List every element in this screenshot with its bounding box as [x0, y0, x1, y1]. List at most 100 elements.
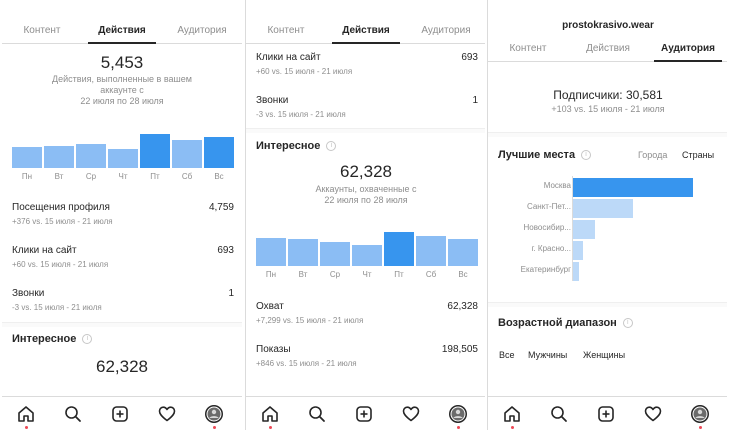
- stat-comparison: +846 vs. 15 июля - 21 июля: [256, 359, 357, 368]
- stat-reach[interactable]: Охват 62,328 +7,299 vs. 15 июля - 21 июля: [256, 301, 478, 325]
- chart-bar[interactable]: [108, 149, 138, 168]
- stat-calls[interactable]: Звонки 1 -3 vs. 15 июля - 21 июля: [256, 95, 478, 119]
- add-post-icon[interactable]: [354, 404, 374, 424]
- tab-audience[interactable]: Аудитория: [648, 36, 727, 62]
- profile-avatar[interactable]: [690, 404, 710, 424]
- heart-icon[interactable]: [157, 404, 177, 424]
- chart-bar[interactable]: [140, 134, 170, 168]
- heart-icon[interactable]: [643, 404, 663, 424]
- notification-dot: [456, 426, 460, 429]
- home-icon[interactable]: [260, 404, 280, 424]
- heart-icon[interactable]: [401, 404, 421, 424]
- location-bar: [573, 262, 579, 281]
- tab-audience[interactable]: Аудитория: [177, 25, 227, 36]
- info-icon[interactable]: i: [82, 334, 93, 344]
- stat-label: Клики на сайт: [256, 52, 321, 63]
- chart-bar[interactable]: [172, 140, 202, 168]
- actions-total: 5,453: [100, 53, 144, 72]
- profile-avatar[interactable]: [448, 404, 468, 424]
- age-range-title: Возрастной диапазон i: [498, 317, 633, 329]
- chart-day-label: Ср: [85, 172, 97, 181]
- chart-bar[interactable]: [384, 232, 414, 266]
- stat-website-clicks[interactable]: Клики на сайт 693 +60 vs. 15 июля - 21 ию…: [12, 245, 234, 269]
- chart-bar[interactable]: [256, 238, 286, 266]
- stat-website-clicks[interactable]: Клики на сайт 693 +60 vs. 15 июля - 21 ию…: [256, 52, 478, 76]
- section-divider: [488, 132, 727, 137]
- stat-label: Охват: [256, 301, 284, 312]
- chart-bar[interactable]: [44, 146, 74, 168]
- search-icon[interactable]: [307, 404, 327, 424]
- tab-actions[interactable]: Действия: [82, 18, 162, 44]
- section-divider: [2, 322, 242, 327]
- discovery-caption: Аккаунты, охваченные с 22 июля по 28 июл…: [266, 184, 466, 206]
- stat-calls[interactable]: Звонки 1 -3 vs. 15 июля - 21 июля: [12, 288, 234, 312]
- locations-tab-countries[interactable]: Страны: [682, 150, 715, 160]
- location-row: Новосибир...: [498, 218, 718, 239]
- tab-content[interactable]: Контент: [509, 43, 547, 54]
- account-name: prostokrasivo.wear: [562, 20, 654, 31]
- chart-day-label: Чт: [362, 270, 372, 279]
- phone-screen-discovery: Контент Действия Аудитория Клики на сайт…: [245, 0, 485, 430]
- stat-comparison: +376 vs. 15 июля - 21 июля: [12, 217, 113, 226]
- location-row: Санкт-Пет...: [498, 197, 718, 218]
- info-icon[interactable]: i: [581, 150, 592, 160]
- stat-profile-visits[interactable]: Посещения профиля 4,759 +376 vs. 15 июля …: [12, 202, 234, 226]
- info-icon[interactable]: i: [622, 318, 633, 328]
- chart-day-label: Вс: [458, 270, 468, 279]
- search-icon[interactable]: [549, 404, 569, 424]
- stat-label: Посещения профиля: [12, 202, 110, 213]
- stat-value: 1: [472, 95, 478, 106]
- chart-axis-line: [572, 260, 573, 281]
- chart-day-label: Пт: [150, 172, 160, 181]
- notification-dot: [268, 426, 272, 429]
- location-bar: [573, 241, 583, 260]
- stat-comparison: +60 vs. 15 июля - 21 июля: [256, 67, 353, 76]
- tab-actions[interactable]: Действия: [326, 18, 406, 44]
- tab-content[interactable]: Контент: [267, 25, 305, 36]
- notification-dot: [24, 426, 28, 429]
- home-icon[interactable]: [16, 404, 36, 424]
- chart-bar[interactable]: [76, 144, 106, 168]
- location-row: Екатеринбург: [498, 260, 718, 281]
- stat-comparison: +60 vs. 15 июля - 21 июля: [12, 260, 109, 269]
- tab-actions[interactable]: Действия: [586, 43, 630, 54]
- stat-impressions[interactable]: Показы 198,505 +846 vs. 15 июля - 21 июля: [256, 344, 478, 368]
- chart-bar[interactable]: [288, 239, 318, 266]
- stat-label: Клики на сайт: [12, 245, 77, 256]
- info-icon[interactable]: i: [326, 141, 337, 151]
- stat-label: Звонки: [256, 95, 289, 106]
- caption-line: аккаунте с: [100, 85, 144, 95]
- locations-tab-cities[interactable]: Города: [638, 150, 668, 160]
- discovery-section-title: Интересное i: [12, 333, 93, 345]
- chart-bar[interactable]: [320, 242, 350, 266]
- add-post-icon[interactable]: [596, 404, 616, 424]
- caption-line: Аккаунты, охваченные с: [315, 184, 417, 194]
- age-tab-women[interactable]: Женщины: [583, 350, 626, 360]
- chart-day-label: Сб: [181, 172, 193, 181]
- location-label: Екатеринбург: [520, 265, 571, 274]
- age-tab-men[interactable]: Мужчины: [528, 350, 568, 360]
- add-post-icon[interactable]: [110, 404, 130, 424]
- chart-day-label: Пн: [21, 172, 33, 181]
- home-icon[interactable]: [502, 404, 522, 424]
- chart-day-label: Чт: [118, 172, 128, 181]
- chart-bar[interactable]: [448, 239, 478, 266]
- bottom-navigation: [2, 396, 242, 430]
- stat-value: 62,328: [447, 301, 478, 312]
- chart-bar[interactable]: [12, 147, 42, 168]
- insights-tabs: Контент Действия Аудитория: [2, 18, 242, 44]
- section-divider: [246, 128, 485, 133]
- location-row: г. Красно...: [498, 239, 718, 260]
- tab-content[interactable]: Контент: [23, 25, 61, 36]
- chart-bar[interactable]: [204, 137, 234, 168]
- search-icon[interactable]: [63, 404, 83, 424]
- tab-audience[interactable]: Аудитория: [421, 25, 471, 36]
- chart-day-label: Вт: [298, 270, 308, 279]
- stat-value: 198,505: [441, 344, 478, 355]
- profile-avatar[interactable]: [204, 404, 224, 424]
- age-tab-all[interactable]: Все: [499, 350, 515, 360]
- chart-bar[interactable]: [416, 236, 446, 266]
- chart-bar[interactable]: [352, 245, 382, 266]
- stat-label: Показы: [256, 344, 291, 355]
- caption-line: 22 июля по 28 июля: [324, 195, 408, 205]
